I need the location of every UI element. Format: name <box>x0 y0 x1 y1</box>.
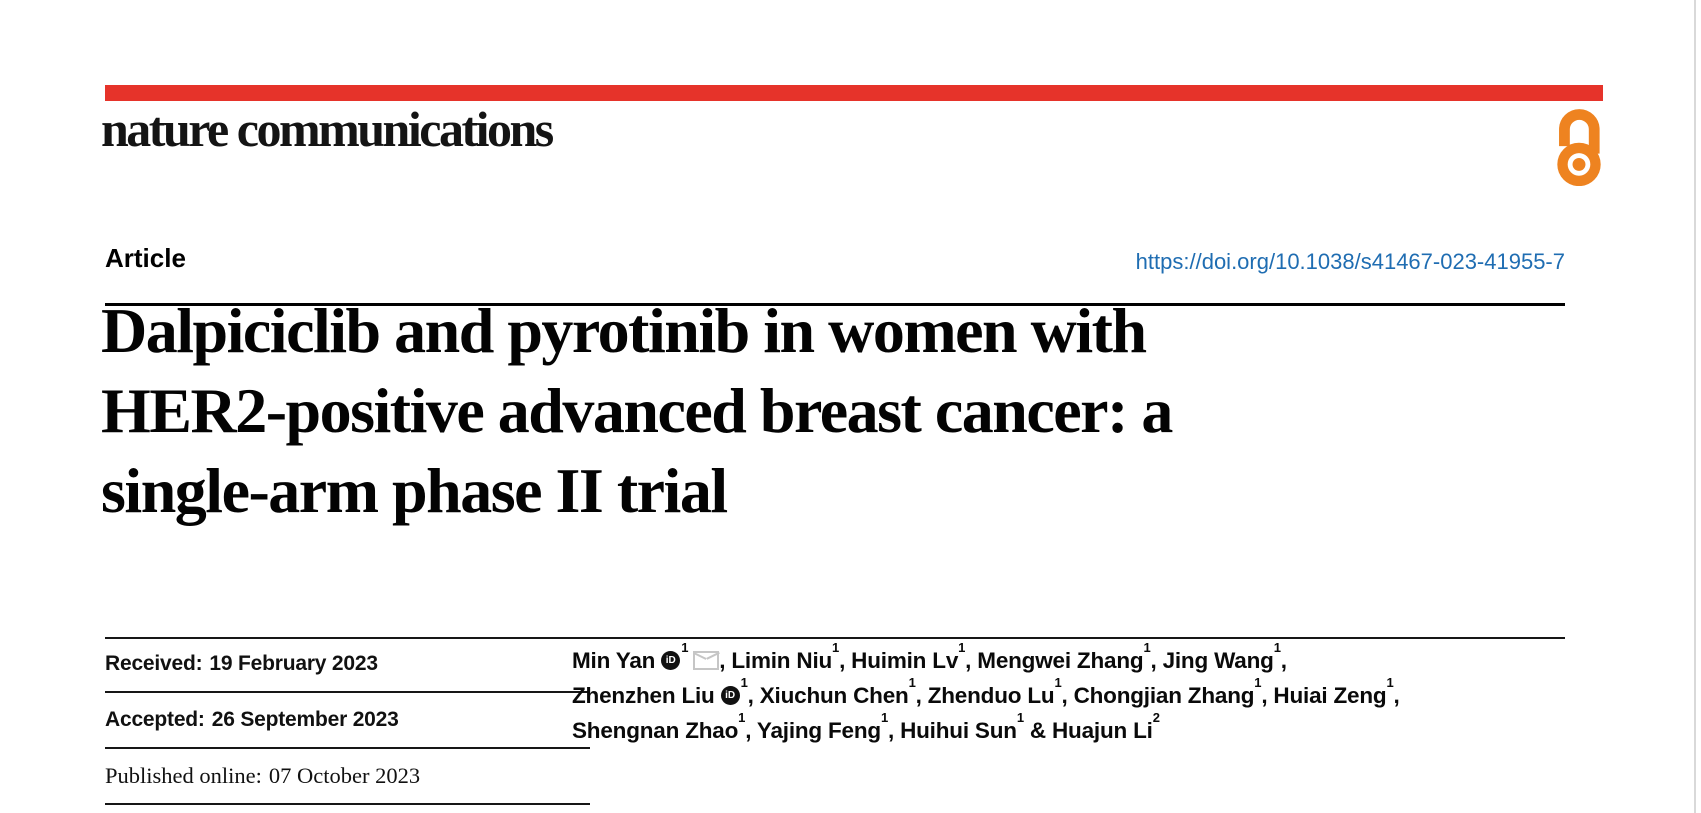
brand-bar <box>105 85 1603 101</box>
date-label: Published online: <box>105 763 262 788</box>
journal-logo: nature communications <box>101 101 554 157</box>
email-icon[interactable] <box>693 651 720 670</box>
authors-block: Min Yan1, Limin Niu1, Huimin Lv1, Mengwe… <box>572 639 1582 748</box>
date-value: 19 February 2023 <box>209 652 378 675</box>
orcid-icon[interactable] <box>661 651 681 670</box>
affiliation-superscript: 1 <box>1016 709 1024 725</box>
affiliation-superscript: 2 <box>1152 709 1160 725</box>
author-name: , <box>1393 683 1400 708</box>
author-name: , Xiuchun Chen <box>747 683 909 708</box>
affiliation-superscript: 1 <box>1273 639 1281 655</box>
author-name: , Mengwei Zhang <box>965 648 1144 673</box>
article-kicker: Article <box>105 243 186 273</box>
open-access-icon <box>1556 104 1602 191</box>
author-name: Zhenzhen Liu <box>572 683 715 708</box>
date-row-published: Published online: 07 October 2023 <box>105 749 590 805</box>
affiliation-superscript: 1 <box>740 674 748 690</box>
author-name: , Huihui Sun <box>887 718 1017 743</box>
date-label: Received: <box>105 652 203 675</box>
affiliation-superscript: 1 <box>738 709 746 725</box>
author-name: Min Yan <box>572 648 656 673</box>
doi-link[interactable]: https://doi.org/10.1038/s41467-023-41955… <box>1135 249 1565 274</box>
affiliation-superscript: 1 <box>681 639 689 655</box>
dates-column: Received: 19 February 2023 Accepted: 26 … <box>105 637 590 805</box>
header-rule <box>105 303 1565 306</box>
metadata-top-rule <box>105 637 1565 639</box>
author-line: Min Yan1, Limin Niu1, Huimin Lv1, Mengwe… <box>572 639 1582 678</box>
date-row-received: Received: 19 February 2023 <box>105 637 590 693</box>
author-name: , Huimin Lv <box>839 648 959 673</box>
date-value: 26 September 2023 <box>211 708 399 731</box>
author-name: Shengnan Zhao <box>572 718 739 743</box>
author-name: , Huiai Zeng <box>1261 683 1387 708</box>
orcid-icon[interactable] <box>720 686 740 705</box>
author-name: , Limin Niu <box>719 648 833 673</box>
author-name: & Huajun Li <box>1023 718 1153 743</box>
author-name: , <box>1280 648 1287 673</box>
date-value: 07 October 2023 <box>268 763 421 788</box>
article-title: Dalpiciclib and pyrotinib in women with … <box>101 295 1173 526</box>
author-name: , Zhenduo Lu <box>915 683 1055 708</box>
date-label: Accepted: <box>105 708 205 731</box>
author-name: , Jing Wang <box>1150 648 1274 673</box>
affiliation-superscript: 1 <box>908 674 916 690</box>
affiliation-superscript: 1 <box>958 639 966 655</box>
author-line: Zhenzhen Liu1, Xiuchun Chen1, Zhenduo Lu… <box>572 674 1582 713</box>
affiliation-superscript: 1 <box>1054 674 1062 690</box>
author-name: , Yajing Feng <box>745 718 881 743</box>
affiliation-superscript: 1 <box>1143 639 1151 655</box>
author-line: Shengnan Zhao1, Yajing Feng1, Huihui Sun… <box>572 709 1582 748</box>
affiliation-superscript: 1 <box>880 709 888 725</box>
author-name: , Chongjian Zhang <box>1061 683 1255 708</box>
affiliation-superscript: 1 <box>1386 674 1394 690</box>
affiliation-superscript: 1 <box>1254 674 1262 690</box>
date-row-accepted: Accepted: 26 September 2023 <box>105 693 590 749</box>
affiliation-superscript: 1 <box>832 639 840 655</box>
page-edge-line <box>1694 0 1696 813</box>
